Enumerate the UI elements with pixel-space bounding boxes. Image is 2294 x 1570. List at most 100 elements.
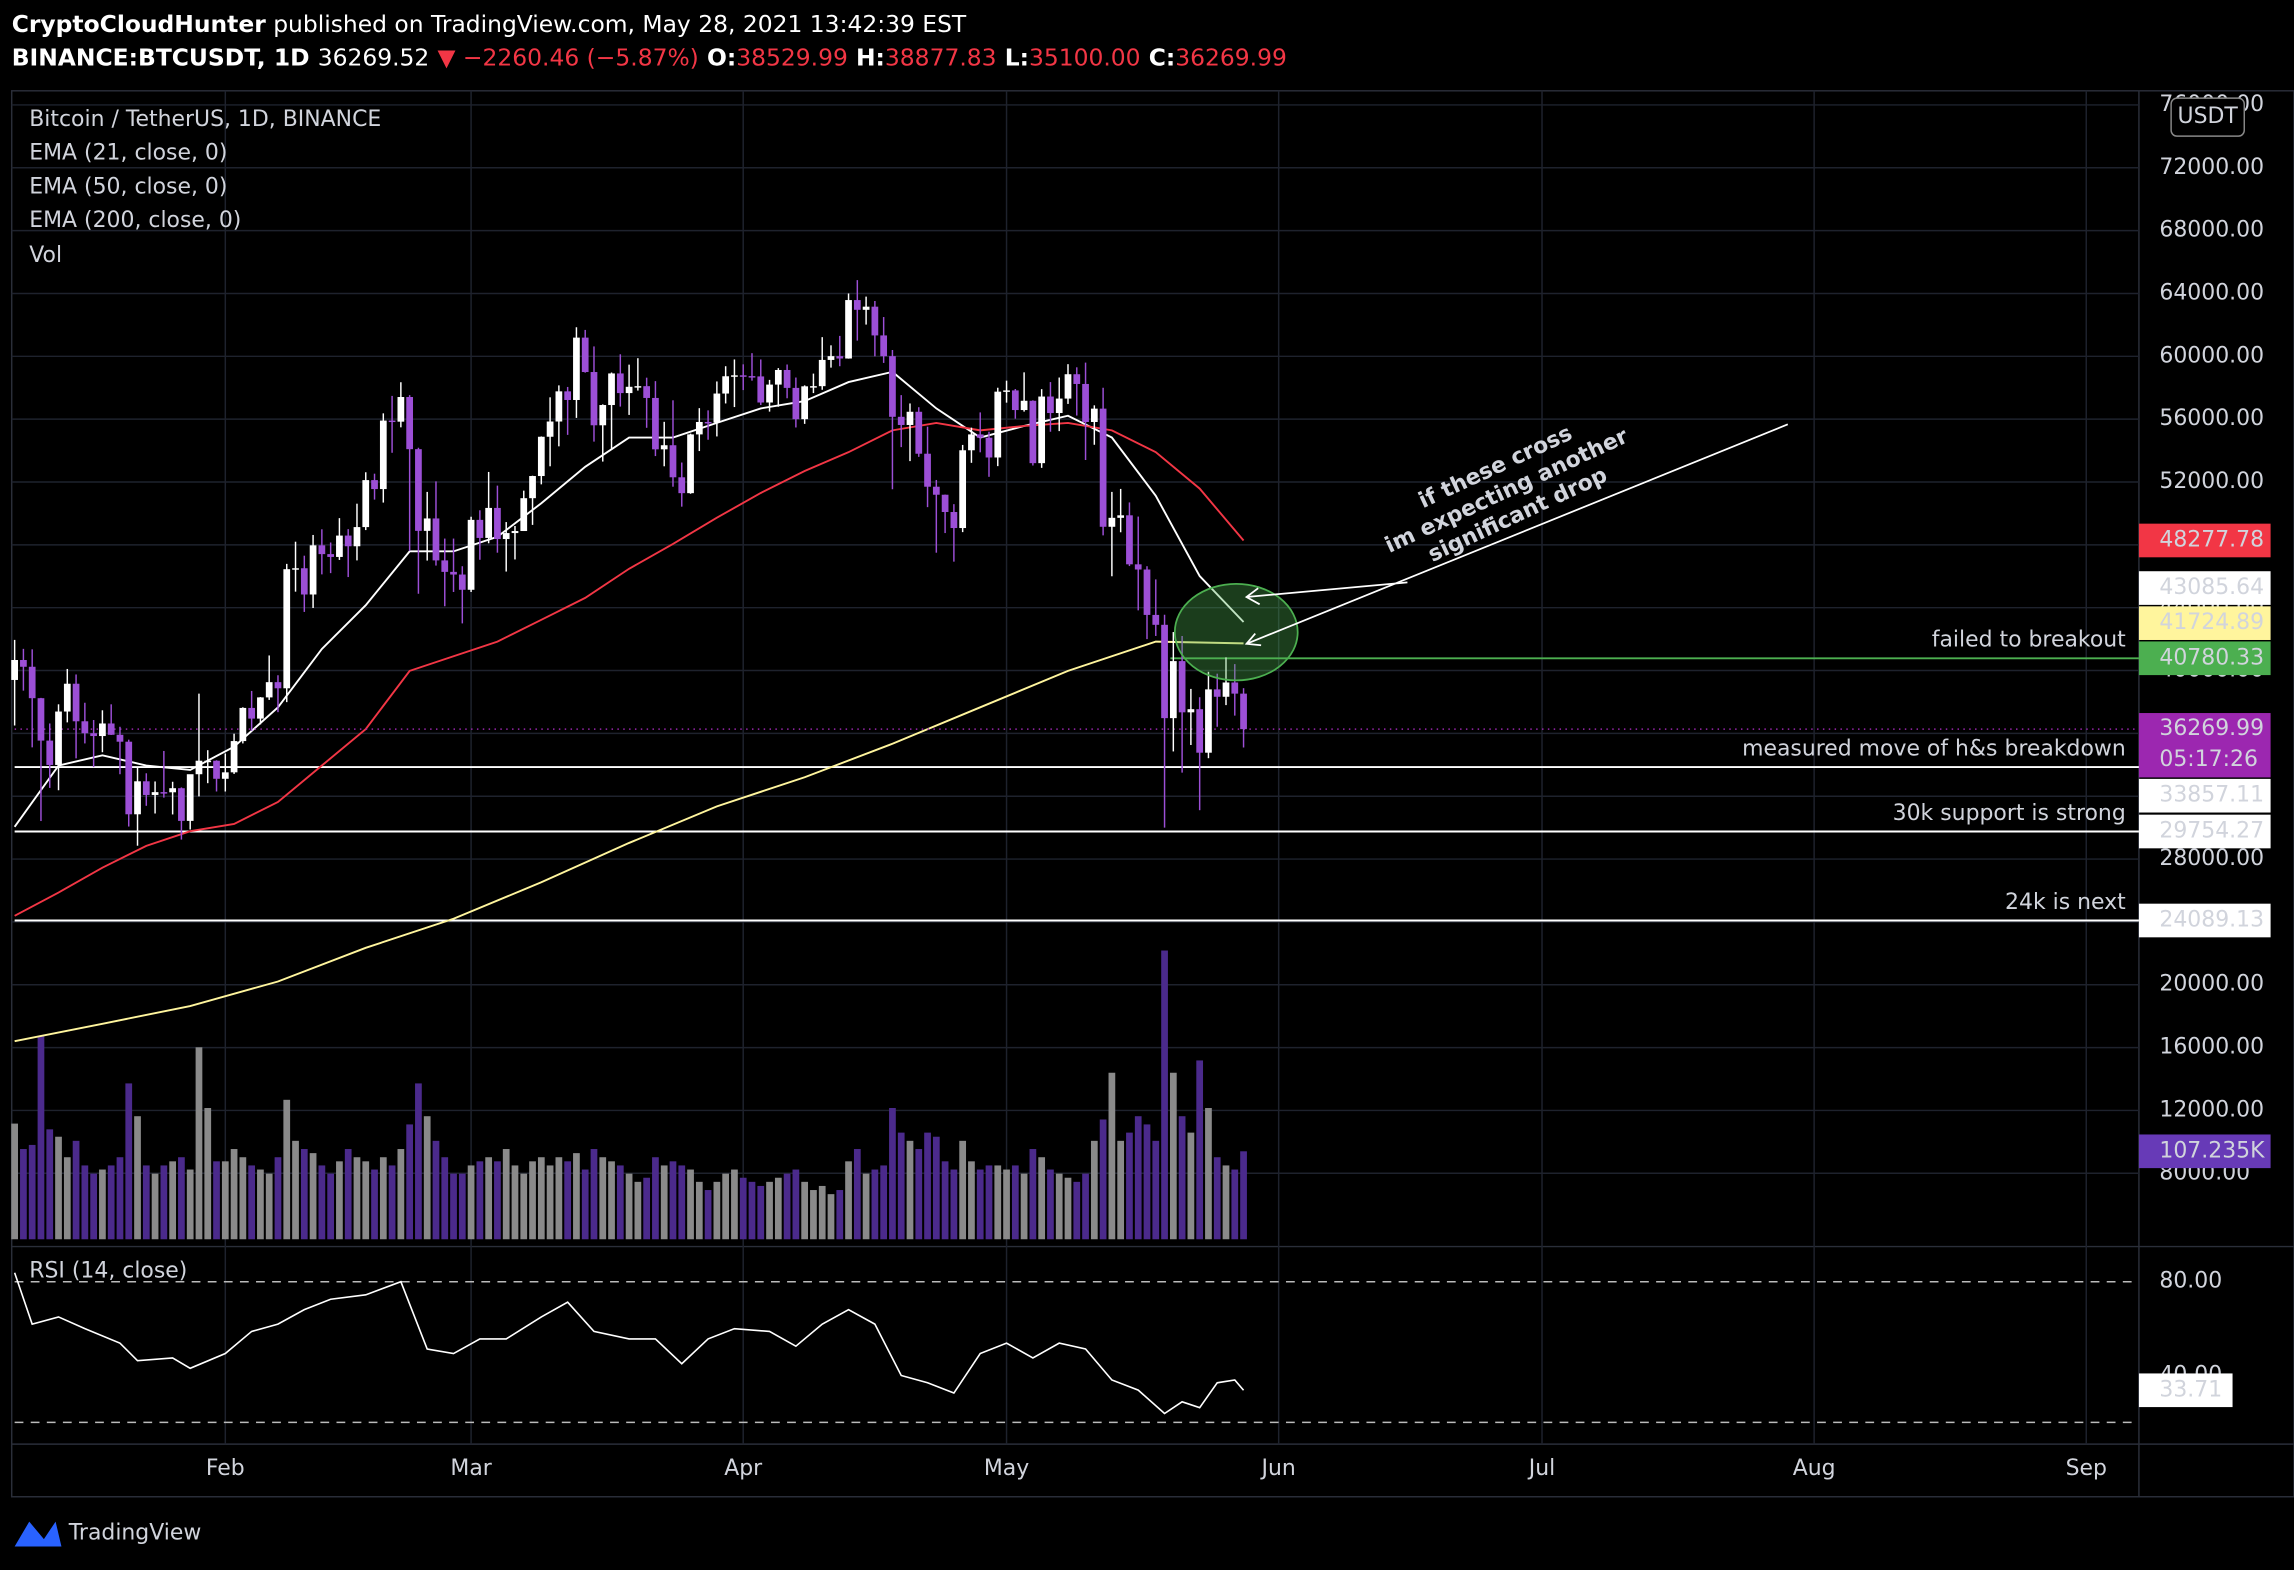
candle-body [511, 531, 519, 534]
x-tick-label: Jun [1260, 1456, 1296, 1481]
candle-body [1011, 390, 1019, 411]
volume-bar [652, 1157, 659, 1240]
candle-body [204, 760, 212, 763]
candle-body [608, 373, 615, 406]
candle-body [90, 733, 97, 737]
volume-bar [1038, 1157, 1046, 1240]
candle-body [1003, 390, 1010, 392]
candle-body [660, 445, 668, 450]
volume-bar [608, 1161, 615, 1240]
author: CryptoCloudHunter [12, 9, 267, 37]
candle-body [757, 376, 765, 403]
volume-bar [1003, 1169, 1010, 1240]
grid: Feb Mar Apr May Jun Jul Aug Sep8000.0012000.001… [11, 90, 2294, 1497]
candle-body [336, 535, 343, 557]
candle-body [300, 568, 308, 595]
price-badge-label: 43085.64 [2159, 575, 2264, 600]
volume-bar [520, 1173, 528, 1240]
volume-bar [1161, 950, 1168, 1240]
candle-body [283, 569, 291, 689]
volume-bar [1011, 1165, 1019, 1240]
x-tick-label: Feb [206, 1456, 245, 1481]
rsi-badge-label: 33.71 [2159, 1377, 2222, 1402]
candle-body [1134, 564, 1142, 570]
chart-frame [10, 90, 2294, 1498]
volume-bar [1064, 1177, 1072, 1240]
candle-body [230, 741, 238, 773]
candle-body [221, 772, 229, 779]
volume-bar [713, 1181, 721, 1240]
price-badge-label: 29754.27 [2159, 819, 2264, 844]
candle-body [1020, 400, 1028, 411]
logo-icon [14, 1521, 62, 1547]
volume-bar [151, 1173, 159, 1240]
volume-bar [379, 1157, 387, 1240]
header-line-1: CryptoCloudHunter published on TradingVi… [12, 9, 967, 37]
volume-bar [265, 1173, 273, 1240]
price-badge [2138, 778, 2271, 813]
volume-bar [976, 1169, 984, 1240]
legend-entry: EMA (50, close, 0) [29, 174, 227, 199]
candle-body [248, 707, 256, 719]
candle-body [880, 335, 888, 357]
y-tick-label: 68000.00 [2159, 218, 2264, 243]
price-line-text: 30k support is strong [1893, 801, 2126, 826]
volume-bar [660, 1165, 668, 1240]
y-tick-label: 16000.00 [2159, 1035, 2264, 1060]
rsi-tick-label: 80.00 [2159, 1269, 2222, 1294]
candle-body [1047, 396, 1054, 414]
volume-bar [643, 1177, 651, 1240]
header-line-2: BINANCE:BTCUSDT, 1D 36269.52 ▼ −2260.46 … [12, 43, 1287, 71]
candle-body [388, 420, 396, 423]
candle-body [906, 411, 914, 425]
volume-bar [950, 1169, 958, 1240]
candle-body [1143, 569, 1151, 615]
volume-bar [213, 1161, 220, 1240]
candle-body [1126, 515, 1133, 565]
candle-body [1090, 408, 1098, 422]
price-badge [2138, 903, 2271, 938]
candle-body [941, 494, 949, 513]
volume-bar [1090, 1140, 1098, 1240]
candle-body [634, 386, 642, 388]
volume-bar [853, 1149, 861, 1240]
candle-body [1196, 709, 1204, 753]
volume-bar [959, 1140, 967, 1240]
volume-bar [555, 1157, 563, 1240]
candle-body [581, 337, 589, 373]
volume-bar [1222, 1165, 1230, 1240]
c-label: C: [1149, 43, 1176, 71]
candle-body [81, 721, 89, 734]
y-tick-label: 52000.00 [2159, 469, 2264, 494]
y-tick-label: 72000.00 [2159, 155, 2264, 180]
candle-body [178, 788, 185, 821]
candle-body [125, 741, 133, 815]
candle-body [186, 774, 194, 821]
candle-body [1231, 682, 1239, 694]
candle-body [748, 376, 756, 378]
volume-bar [221, 1161, 229, 1240]
volume-bar [81, 1165, 89, 1240]
volume-bar [994, 1165, 1002, 1240]
volume-bar [1213, 1157, 1221, 1240]
volume-bar [450, 1173, 457, 1240]
candle-body [616, 373, 624, 394]
candle-body [476, 519, 484, 538]
candle-body [766, 384, 773, 403]
candle-body [1082, 383, 1089, 422]
h-value: 38877.83 [885, 43, 997, 71]
candle-body [46, 740, 54, 765]
candle-body [72, 683, 80, 722]
candle-body [213, 760, 220, 779]
volume-bar [1187, 1132, 1195, 1240]
candle-body [265, 682, 273, 698]
volume-bar [871, 1169, 879, 1240]
candle-body [862, 306, 870, 310]
candle-body [1187, 709, 1195, 713]
candle-body [950, 512, 958, 529]
volume-bar [1134, 1116, 1142, 1240]
candle-body [309, 545, 317, 595]
l-label: L: [1005, 43, 1029, 71]
volume-bar [371, 1169, 378, 1240]
volume-bar [1240, 1151, 1247, 1240]
